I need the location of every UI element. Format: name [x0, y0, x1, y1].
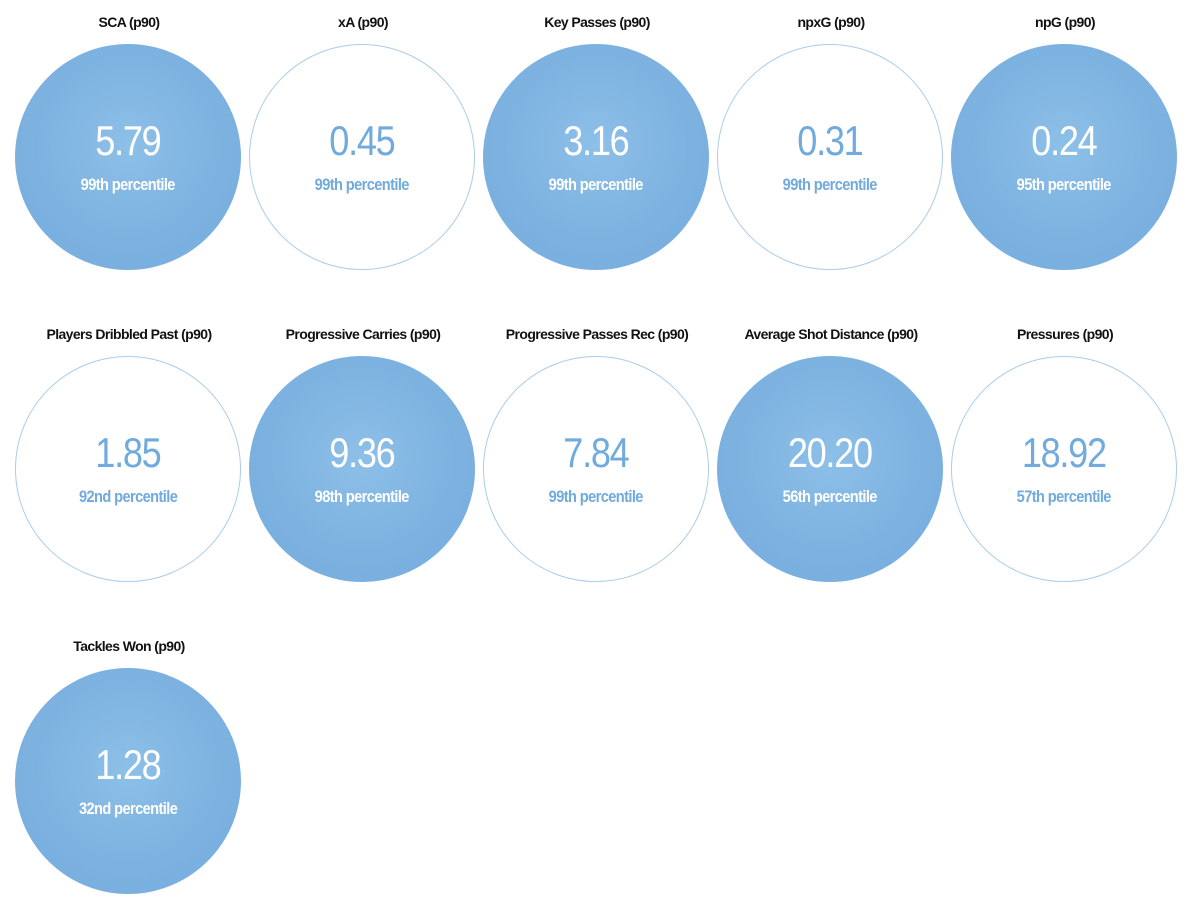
- stat-title: Progressive Carries (p90): [285, 326, 441, 342]
- stat-title: Tackles Won (p90): [73, 638, 185, 654]
- stat-value: 0.31: [797, 116, 863, 164]
- stat-title: Pressures (p90): [1016, 326, 1114, 342]
- stat-circle: 0.45 99th percentile: [249, 44, 475, 270]
- stat-circle: 18.92 57th percentile: [951, 356, 1177, 582]
- stat-circle: 1.28 32nd percentile: [15, 668, 241, 894]
- stat-value: 7.84: [563, 428, 629, 476]
- stat-percentile: 32nd percentile: [78, 798, 178, 818]
- stat-percentile: 56th percentile: [782, 486, 878, 506]
- stat-percentile: 98th percentile: [314, 486, 410, 506]
- stat-value: 0.45: [329, 116, 395, 164]
- stat-value: 3.16: [563, 116, 629, 164]
- stat-percentile: 99th percentile: [548, 486, 644, 506]
- stat-value: 1.85: [95, 428, 161, 476]
- stat-title: Players Dribbled Past (p90): [46, 326, 212, 342]
- stat-value: 1.28: [95, 740, 161, 788]
- stat-percentile: 92nd percentile: [78, 486, 178, 506]
- stat-title: npxG (p90): [797, 14, 865, 30]
- stat-percentile: 95th percentile: [1016, 174, 1112, 194]
- stat-value: 5.79: [95, 116, 161, 164]
- stat-title: Progressive Passes Rec (p90): [505, 326, 689, 342]
- stat-percentile: 99th percentile: [548, 174, 644, 194]
- stat-value: 18.92: [1022, 428, 1107, 476]
- stat-circle: 9.36 98th percentile: [249, 356, 475, 582]
- stat-title: Key Passes (p90): [544, 14, 650, 30]
- stat-circle: 1.85 92nd percentile: [15, 356, 241, 582]
- stat-value: 9.36: [329, 428, 395, 476]
- stat-title: Average Shot Distance (p90): [744, 326, 918, 342]
- stat-title: SCA (p90): [98, 14, 161, 30]
- stat-circle: 5.79 99th percentile: [15, 44, 241, 270]
- stat-value: 0.24: [1031, 116, 1097, 164]
- stat-percentile: 99th percentile: [314, 174, 410, 194]
- stat-circle: 20.20 56th percentile: [717, 356, 943, 582]
- stat-title: npG (p90): [1035, 14, 1096, 30]
- stat-percentile: 99th percentile: [80, 174, 176, 194]
- stat-circle: 0.24 95th percentile: [951, 44, 1177, 270]
- stat-value: 20.20: [788, 428, 873, 476]
- stat-title: xA (p90): [338, 14, 389, 30]
- stat-percentile: 99th percentile: [782, 174, 878, 194]
- stat-circle: 7.84 99th percentile: [483, 356, 709, 582]
- stat-circle: 3.16 99th percentile: [483, 44, 709, 270]
- stat-circle: 0.31 99th percentile: [717, 44, 943, 270]
- stat-percentile: 57th percentile: [1016, 486, 1112, 506]
